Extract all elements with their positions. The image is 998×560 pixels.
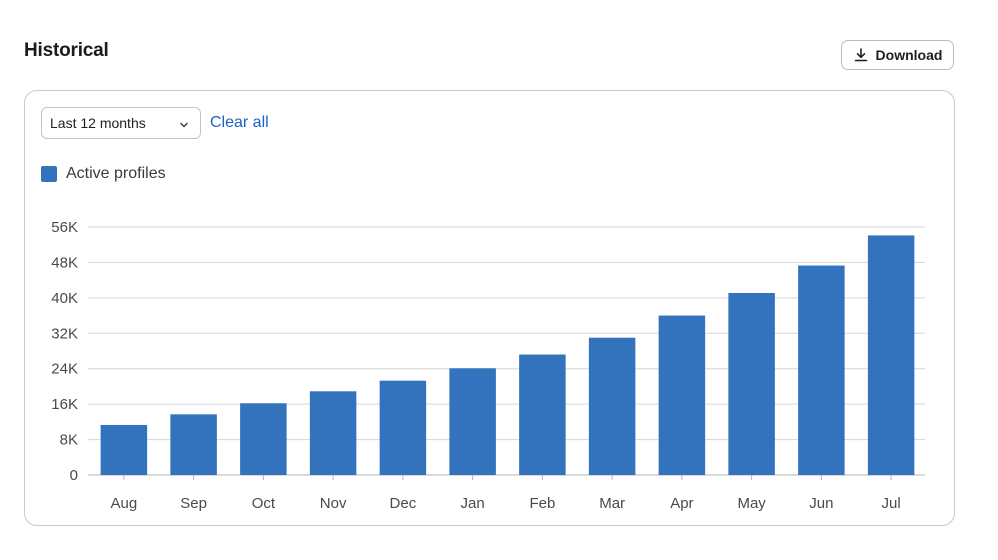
bar-chart: 0 8K 16K 24K 32K 40K 48K 56K Aug Sep Oct Nov Dec Jan F…: [51, 219, 925, 512]
x-tick-label: Oct: [252, 495, 276, 512]
legend-swatch: [41, 166, 57, 182]
chart-legend: Active profiles: [41, 165, 166, 183]
x-tick-label: Feb: [529, 495, 555, 512]
x-tick-label: Jul: [882, 495, 901, 512]
x-tick-label: Apr: [670, 495, 693, 512]
x-tick-label: Jun: [809, 495, 833, 512]
y-tick-label: 24K: [51, 361, 78, 378]
page-title: Historical: [24, 40, 109, 61]
x-tick-label: Nov: [320, 495, 347, 512]
x-tick-label: Aug: [111, 495, 138, 512]
bar: [798, 265, 845, 475]
clear-all-link[interactable]: Clear all: [210, 114, 269, 131]
bar: [728, 292, 775, 475]
bar: [867, 235, 915, 475]
bar: [449, 368, 496, 475]
bar: [170, 414, 217, 475]
y-tick-label: 32K: [51, 325, 78, 342]
x-tick-label: Sep: [180, 495, 207, 512]
bar: [100, 424, 148, 475]
y-tick-label: 40K: [51, 290, 78, 307]
bar: [519, 354, 566, 475]
date-range-value: Last 12 months: [50, 115, 146, 131]
bar: [240, 403, 287, 475]
download-label: Download: [875, 47, 943, 63]
download-icon: [853, 47, 869, 63]
y-tick-label: 48K: [51, 254, 78, 271]
bar: [309, 391, 357, 475]
legend-label: Active profiles: [66, 165, 166, 182]
chevron-down-icon: [178, 118, 190, 134]
x-tick-label: May: [737, 495, 766, 512]
x-tick-label: Jan: [461, 495, 485, 512]
download-button[interactable]: Download: [841, 40, 954, 70]
x-tick-label: Dec: [390, 495, 417, 512]
x-tick-label: Mar: [599, 495, 625, 512]
date-range-select[interactable]: Last 12 months: [41, 107, 201, 139]
bar: [588, 337, 636, 475]
y-tick-label: 16K: [51, 396, 78, 413]
y-tick-label: 0: [70, 467, 78, 484]
y-tick-label: 56K: [51, 219, 78, 236]
y-tick-label: 8K: [60, 432, 78, 449]
bar: [379, 380, 427, 475]
chart-card: Last 12 months Clear all Active profiles…: [24, 90, 955, 526]
bar: [658, 315, 706, 475]
